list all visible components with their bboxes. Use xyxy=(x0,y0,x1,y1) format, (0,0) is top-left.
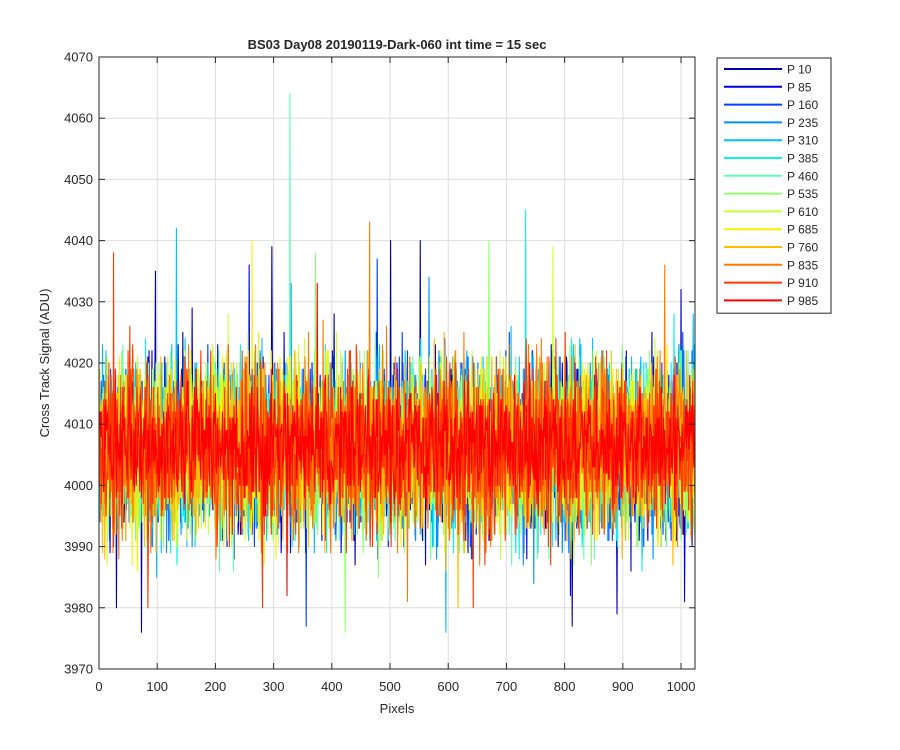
x-tick-label: 600 xyxy=(437,679,459,694)
y-axis-label: Cross Track Signal (ADU) xyxy=(37,289,52,438)
y-tick-label: 4070 xyxy=(64,50,93,65)
x-tick-label: 1000 xyxy=(667,679,696,694)
y-tick-label: 3970 xyxy=(64,662,93,677)
legend-label: P 985 xyxy=(787,294,818,308)
legend: P 10 P 85 P 160 P 235 P 310 P 385 P 460 P 535 P … xyxy=(716,57,832,314)
y-tick-label: 3990 xyxy=(64,539,93,554)
legend-label: P 385 xyxy=(787,152,818,166)
legend-label: P 535 xyxy=(787,187,818,201)
legend-label: P 760 xyxy=(787,241,818,255)
series-line-p985 xyxy=(99,282,696,597)
x-tick-label: 400 xyxy=(321,679,343,694)
y-tick-label: 4050 xyxy=(64,172,93,187)
legend-label: P 10 xyxy=(787,63,812,77)
legend-label: P 310 xyxy=(787,134,818,148)
y-tick-label: 4060 xyxy=(64,111,93,126)
x-tick-label: 500 xyxy=(379,679,401,694)
x-tick-label: 900 xyxy=(612,679,634,694)
x-tick-label: 200 xyxy=(205,679,227,694)
legend-box xyxy=(716,57,832,314)
y-tick-label: 3980 xyxy=(64,600,93,615)
legend-label: P 835 xyxy=(787,258,818,272)
x-tick-label: 100 xyxy=(146,679,168,694)
x-tick-label: 0 xyxy=(95,679,102,694)
chart-title: BS03 Day08 20190119-Dark-060 int time = … xyxy=(248,37,547,52)
series-lines xyxy=(99,93,696,633)
y-tick-label: 4020 xyxy=(64,356,93,371)
legend-label: P 85 xyxy=(787,80,812,94)
y-tick-label: 4040 xyxy=(64,233,93,248)
y-tick-label: 4010 xyxy=(64,417,93,432)
legend-label: P 685 xyxy=(787,223,818,237)
legend-label: P 235 xyxy=(787,116,818,130)
y-tick-label: 4000 xyxy=(64,478,93,493)
x-tick-label: 300 xyxy=(263,679,285,694)
x-tick-label: 800 xyxy=(554,679,576,694)
legend-label: P 160 xyxy=(787,98,818,112)
y-tick-label: 4030 xyxy=(64,294,93,309)
axis-ticks: 0 100 200 300 400 500 600 700 800 900 1000 3970 3980… xyxy=(64,50,695,695)
legend-label: P 910 xyxy=(787,276,818,290)
legend-label: P 610 xyxy=(787,205,818,219)
x-tick-label: 700 xyxy=(496,679,518,694)
legend-label: P 460 xyxy=(787,169,818,183)
x-axis-label: Pixels xyxy=(380,701,415,716)
